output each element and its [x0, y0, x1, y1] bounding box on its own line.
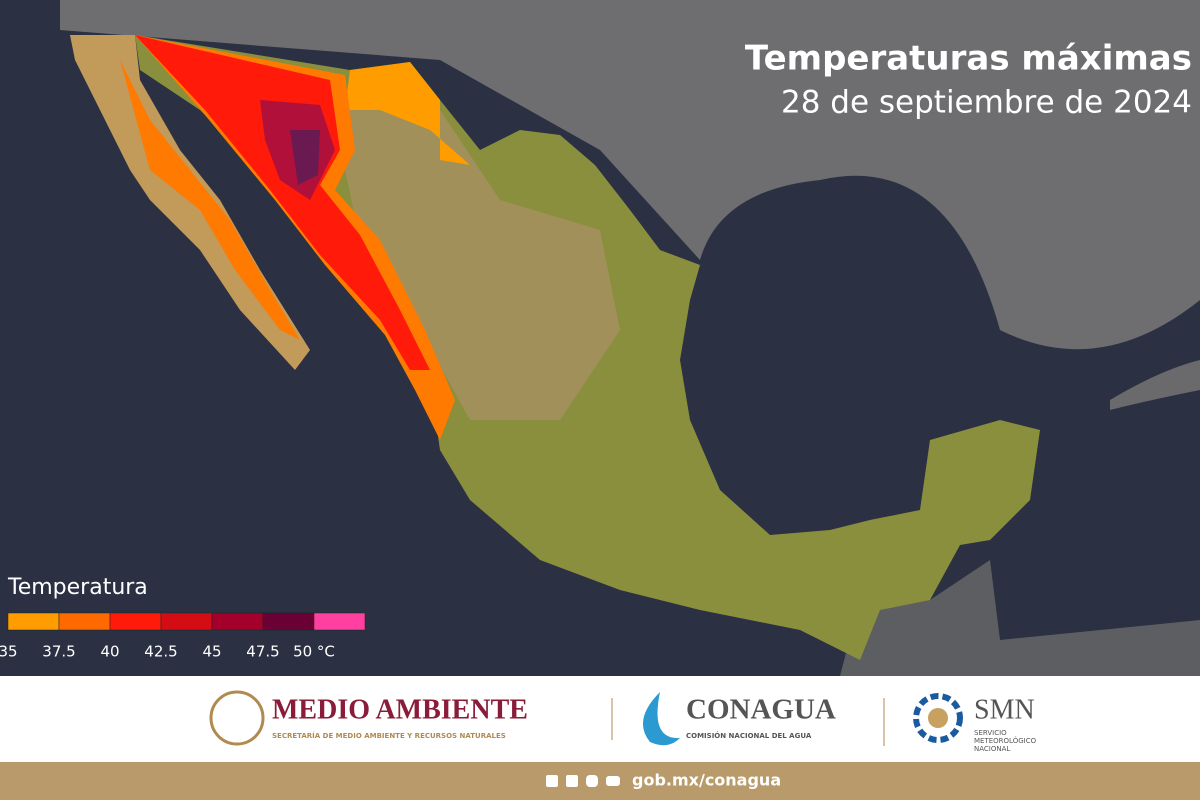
heat-red — [135, 35, 430, 370]
smn-subtitle: SERVICIO — [974, 729, 1007, 737]
legend-label: 35 — [0, 643, 18, 661]
legend-label: 50 °C — [293, 643, 335, 661]
social-icons — [546, 775, 620, 787]
semarnat-subtitle: SECRETARÍA DE MEDIO AMBIENTE Y RECURSOS … — [272, 731, 506, 740]
legend-swatch — [160, 612, 213, 631]
legend-swatch — [109, 612, 162, 631]
land-plateau — [330, 100, 620, 420]
smn-logo-center — [928, 708, 948, 728]
land-central-america — [840, 560, 1200, 676]
title: Temperaturas máximas — [745, 39, 1192, 79]
semarnat-name: MEDIO AMBIENTE — [272, 694, 528, 725]
smn-name: SMN — [974, 694, 1035, 725]
icon-x[interactable] — [566, 775, 578, 787]
conagua-subtitle: COMISIÓN NACIONAL DEL AGUA — [686, 731, 812, 740]
legend-label: 42.5 — [144, 643, 177, 661]
land-cuba — [1110, 360, 1200, 410]
heat-peak — [290, 130, 320, 185]
legend-swatch — [313, 612, 366, 631]
footer-link[interactable]: gob.mx/conagua — [632, 771, 781, 790]
footer-bar — [0, 762, 1200, 800]
legend-label: 47.5 — [246, 643, 279, 661]
icon-youtube[interactable] — [606, 776, 620, 786]
legend-title: Temperatura — [7, 575, 148, 600]
conagua-name: CONAGUA — [686, 694, 836, 726]
land-usa — [0, 0, 1200, 350]
legend-label: 37.5 — [42, 643, 75, 661]
icon-instagram[interactable] — [586, 775, 598, 787]
smn-subtitle: NACIONAL — [974, 745, 1010, 753]
legend-swatch — [211, 612, 264, 631]
legend-label: 40 — [100, 643, 119, 661]
heat-baja — [120, 60, 300, 340]
seal — [209, 690, 265, 746]
smn-logo — [913, 693, 963, 743]
conagua-logo — [642, 692, 680, 746]
smn-subtitle: METEOROLÓGICO — [974, 736, 1037, 745]
date: 28 de septiembre de 2024 — [781, 85, 1192, 121]
legend-swatch — [262, 612, 315, 631]
footer-band — [0, 676, 1200, 762]
legend-label: 45 — [202, 643, 221, 661]
legend: 35 37.5 40 42.5 45 47.5 50 °C — [0, 612, 366, 661]
legend-swatch — [7, 612, 60, 631]
legend-swatch — [58, 612, 111, 631]
icon-facebook[interactable] — [546, 775, 558, 787]
heat-chihuahua — [345, 62, 470, 165]
